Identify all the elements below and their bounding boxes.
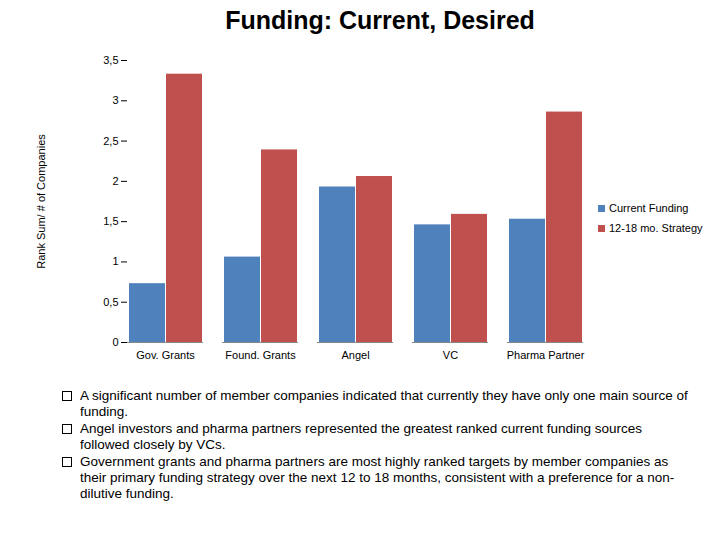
svg-text:1: 1 (112, 255, 118, 267)
html-text:A significant number of member: A significant number of member companies… (80, 388, 688, 419)
svg-text:0,5: 0,5 (103, 296, 118, 308)
svg-text:3,5: 3,5 (103, 54, 118, 66)
svg-text:VC: VC (443, 349, 458, 361)
html-text:Government grants and pharma p: Government grants and pharma partners ar… (80, 453, 675, 501)
html-text:12-18 mo. Strategy: 12-18 mo. Strategy (609, 222, 703, 234)
svg-text:2,5: 2,5 (103, 135, 118, 147)
svg-text:Gov. Grants: Gov. Grants (136, 349, 195, 361)
html-text:Funding: Current, Desired: Funding: Current, Desired (225, 6, 535, 34)
svg-text:2: 2 (112, 175, 118, 187)
svg-text:Rank Sum/ # of Companies: Rank Sum/ # of Companies (35, 134, 47, 269)
svg-text:3: 3 (112, 94, 118, 106)
svg-text:1,5: 1,5 (103, 215, 118, 227)
html-text:Current Funding: Current Funding (609, 202, 689, 214)
svg-text:Pharma Partner: Pharma Partner (507, 349, 585, 361)
svg-text:Angel: Angel (341, 349, 369, 361)
svg-text:0: 0 (112, 336, 118, 348)
svg-text:Found. Grants: Found. Grants (225, 349, 296, 361)
html-text:Angel investors and pharma par: Angel investors and pharma partners repr… (80, 420, 643, 452)
